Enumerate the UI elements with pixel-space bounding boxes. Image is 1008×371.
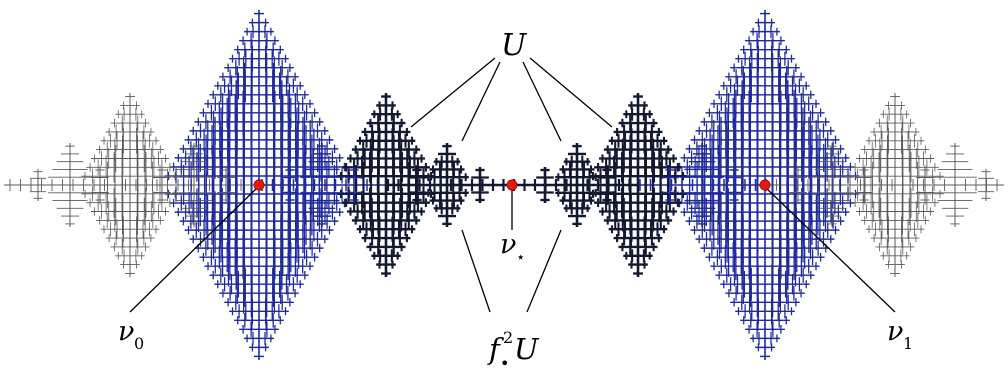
point-nu1 <box>759 179 771 191</box>
f-subscript: • <box>500 354 509 371</box>
leader-U-4 <box>529 57 613 128</box>
f-superscript: 2 <box>503 328 513 347</box>
label-U: U <box>501 28 528 63</box>
nu-star-subscript: ⋆ <box>516 248 525 266</box>
label-nu0: ν 0 <box>118 316 144 353</box>
label-f2U: f 2 • U <box>487 328 540 371</box>
nu0-subscript: 0 <box>134 334 144 353</box>
label-U-text: U <box>501 28 528 63</box>
leader-f2U-2 <box>526 229 562 313</box>
f-target: U <box>514 332 540 366</box>
leader-U-2 <box>461 61 501 142</box>
leader-U-1 <box>410 57 496 128</box>
leader-nu0 <box>129 186 259 313</box>
leader-nu1 <box>764 186 896 313</box>
point-nu0 <box>253 179 265 191</box>
fixed-points <box>253 179 771 191</box>
label-nu1: ν 1 <box>887 316 913 353</box>
leader-lines <box>129 57 896 313</box>
nu-star-symbol: ν <box>500 229 516 260</box>
leader-f2U-1 <box>461 229 491 313</box>
point-nu-star <box>506 179 518 191</box>
label-nu-star: ν ⋆ <box>500 229 525 266</box>
leader-U-3 <box>522 61 562 142</box>
nu0-symbol: ν <box>118 316 134 347</box>
fractal-tree <box>4 10 1004 360</box>
nu1-symbol: ν <box>887 316 903 347</box>
nu1-subscript: 1 <box>903 334 913 353</box>
